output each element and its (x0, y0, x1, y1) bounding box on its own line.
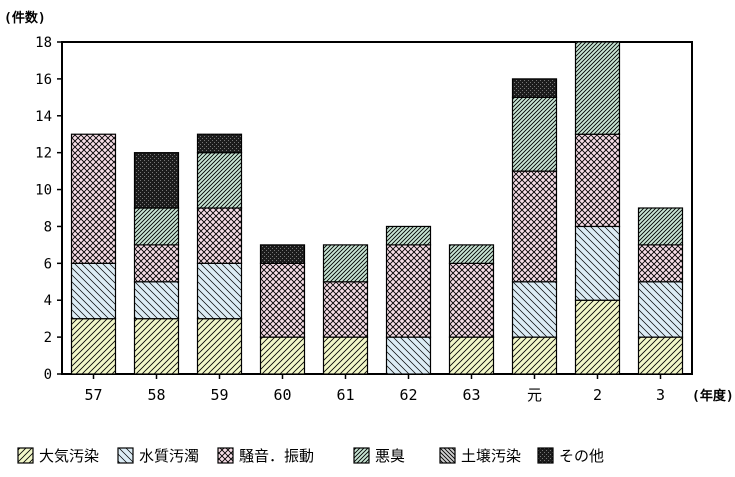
y-tick-label: 8 (44, 219, 52, 235)
bar-segment (196, 152, 243, 209)
plot-frame (61, 41, 693, 375)
x-tick-label: 元 (527, 386, 542, 404)
legend: 大気汚染 水質汚濁 騒音．振動 悪臭 土壌汚染 その他 (17, 447, 604, 465)
x-tick-label: 61 (336, 386, 354, 404)
y-tick-label: 12 (35, 146, 52, 162)
bar-segment (511, 281, 558, 338)
legend-swatch (353, 447, 370, 464)
bar-segment (322, 336, 369, 375)
x-tick-label: 2 (593, 386, 602, 404)
y-tick-label: 4 (44, 293, 52, 309)
x-tick-label: 59 (210, 386, 228, 404)
legend-label: 土壌汚染 (461, 447, 521, 465)
legend-label: 騒音．振動 (239, 447, 314, 465)
bar-segment (574, 133, 621, 228)
y-tick-label: 0 (44, 367, 52, 383)
y-tick-label: 18 (35, 35, 52, 51)
x-tick-label: 63 (462, 386, 480, 404)
bar-segment (133, 318, 180, 375)
bar-segment (511, 96, 558, 172)
bar-segment (385, 244, 432, 338)
x-tick-label: 62 (399, 386, 417, 404)
y-tick-label: 2 (44, 330, 52, 346)
bar-segment (196, 207, 243, 264)
bars (70, 41, 684, 375)
bar-segment (385, 336, 432, 375)
x-tick-label: 58 (147, 386, 165, 404)
legend-swatch (17, 447, 34, 464)
x-tick-label: 60 (273, 386, 291, 404)
legend-label: 悪臭 (375, 447, 405, 465)
y-tick-label: 16 (35, 72, 52, 88)
bar-segment (70, 133, 117, 264)
bar-segment (259, 262, 306, 338)
bar-segment (448, 244, 495, 264)
legend-swatch (117, 447, 134, 464)
x-tick-label: 57 (84, 386, 102, 404)
bar-segment (448, 336, 495, 375)
bar-segment (322, 244, 369, 283)
bar-segment (133, 281, 180, 320)
bar-segment (259, 336, 306, 375)
bar-segment (322, 281, 369, 338)
bar-segment (259, 244, 306, 264)
bar-segment (385, 225, 432, 246)
bar-segment (574, 299, 621, 375)
bar-segment (70, 262, 117, 320)
bar-segment (511, 170, 558, 283)
legend-label: 水質汚濁 (139, 447, 199, 465)
y-tick-label: 10 (35, 183, 52, 199)
bar-segment (196, 318, 243, 375)
legend-swatch (537, 447, 554, 464)
y-unit-label: (件数) (4, 10, 46, 26)
x-axis: 57 58 59 60 61 62 63 元 2 3 (84, 374, 665, 404)
x-unit-label: (年度) (692, 388, 734, 404)
legend-swatch (439, 447, 456, 464)
bar-segment (511, 336, 558, 375)
bar-segment (196, 262, 243, 320)
bar-segment (196, 133, 243, 154)
legend-label: その他 (559, 447, 604, 465)
bar-segment (70, 318, 117, 375)
legend-swatch (217, 447, 234, 464)
bar-segment (133, 152, 180, 209)
legend-label: 大気汚染 (39, 447, 99, 465)
bar-segment (133, 207, 180, 246)
y-axis: 0 2 4 6 8 10 12 14 16 18 (35, 35, 62, 383)
bar-segment (637, 281, 684, 338)
bar-segment (637, 207, 684, 246)
bar-segment (133, 244, 180, 283)
bar-segment (574, 225, 621, 301)
y-tick-label: 14 (35, 109, 52, 125)
x-tick-label: 3 (656, 386, 665, 404)
y-tick-label: 6 (44, 256, 52, 272)
bar-segment (574, 41, 621, 135)
bar-segment (637, 336, 684, 375)
bar-segment (511, 78, 558, 98)
bar-segment (448, 262, 495, 338)
bar-segment (637, 244, 684, 283)
